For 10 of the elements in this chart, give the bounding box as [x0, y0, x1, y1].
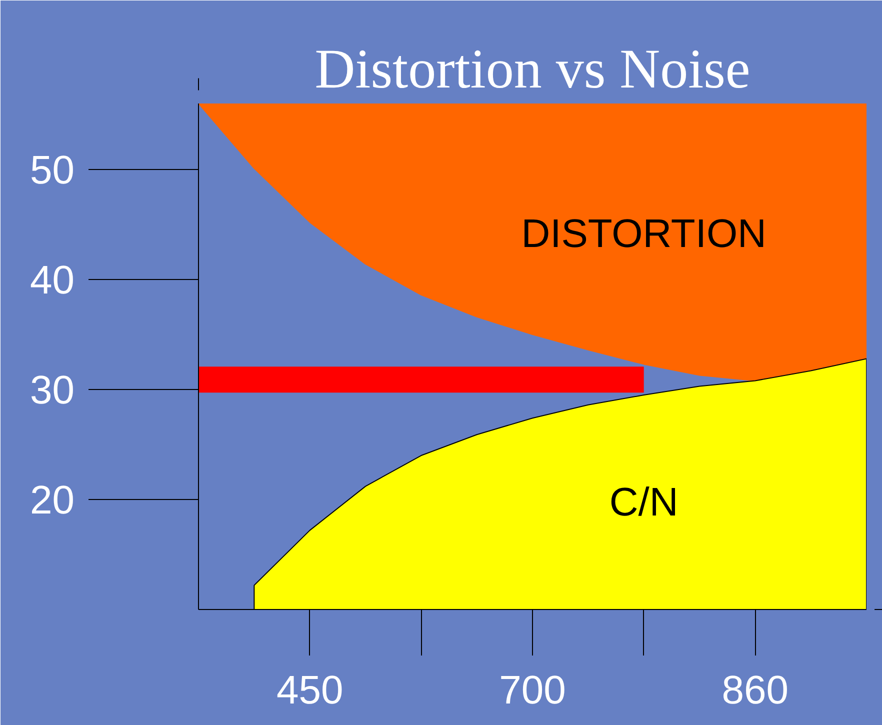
x-tick-label: 700	[499, 668, 566, 712]
chart-title: Distortion vs Noise	[314, 38, 750, 100]
series-label: C/N	[609, 480, 678, 524]
y-tick-label: 40	[30, 258, 75, 302]
y-tick-label: 50	[30, 148, 75, 192]
y-tick-label: 20	[30, 478, 75, 522]
series-label: DISTORTION	[521, 212, 766, 256]
x-tick-label: 860	[722, 668, 789, 712]
y-tick-label: 30	[30, 368, 75, 412]
x-tick-label: 450	[276, 668, 344, 712]
